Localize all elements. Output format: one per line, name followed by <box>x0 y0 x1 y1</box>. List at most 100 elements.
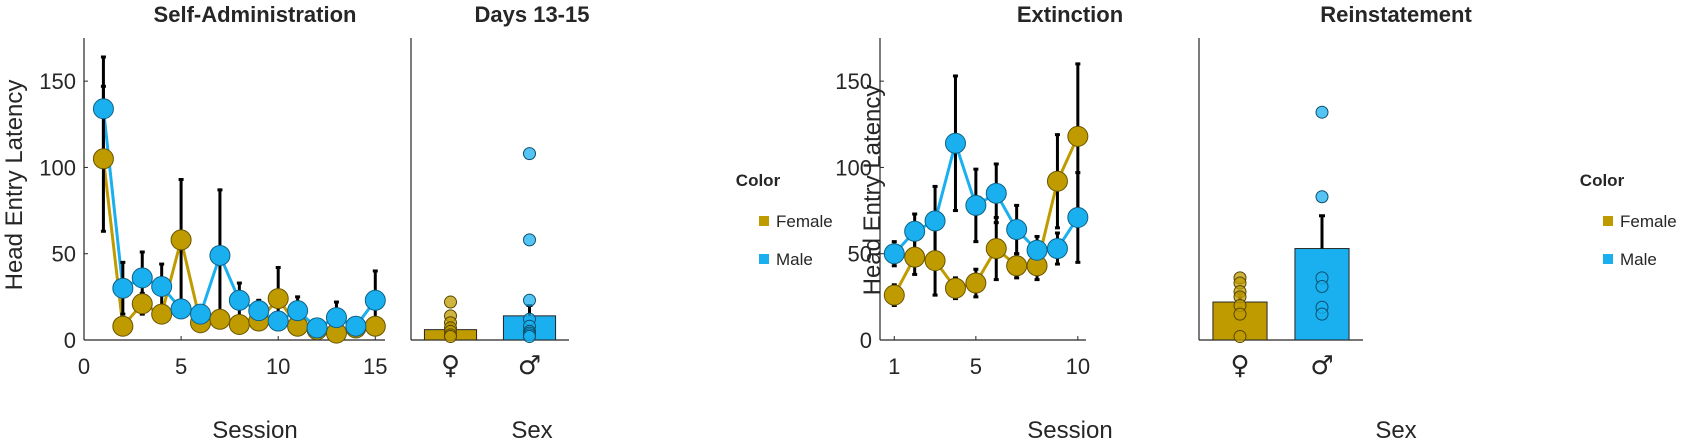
panel4-male-individual-point <box>1315 190 1329 204</box>
panel-title-extinction: Extinction <box>1017 2 1123 27</box>
panel3-xtick-label: 10 <box>1066 354 1090 379</box>
panel3-ytick-label: 100 <box>835 155 872 180</box>
legend-1-swatch-male <box>759 254 769 264</box>
panel1-male-data-point <box>170 298 192 320</box>
panel2-male-individual-point <box>523 293 536 307</box>
panel1-male-data-point <box>325 307 347 329</box>
legend-1-label-female: Female <box>776 212 833 231</box>
panel3-female-data-point <box>944 277 966 299</box>
panel4-male-individual-point <box>1315 105 1329 119</box>
panel3-ytick-label: 150 <box>835 69 872 94</box>
panel3-xlabel: Session <box>1027 417 1112 444</box>
panel3-female-data-point <box>1046 170 1068 192</box>
panel4-female-category-label: ♀ <box>1230 351 1249 381</box>
panel3-female-data-point <box>1067 125 1089 147</box>
panel1-xtick-label: 10 <box>266 354 290 379</box>
legend-1-label-male: Male <box>776 250 813 269</box>
panel4-male-individual-point <box>1315 307 1329 321</box>
panel3-xtick-label: 5 <box>970 354 982 379</box>
panel2-female-individual-point <box>444 330 457 344</box>
panel1-xlabel: Session <box>212 417 297 444</box>
panel1-male-data-point <box>92 98 114 120</box>
panel1-xtick-label: 15 <box>363 354 387 379</box>
panel1-male-data-point <box>131 267 153 289</box>
panel3-male-data-point <box>1026 239 1048 261</box>
panel1-female-data-point <box>131 293 153 315</box>
panel3-female-series-line <box>892 135 1080 296</box>
panel1-female-data-point <box>151 303 173 325</box>
panel3-male-data-point <box>883 243 905 265</box>
panel1-male-data-point <box>190 303 212 325</box>
panel3-male-data-point <box>924 210 946 232</box>
panel4-male-individual-point <box>1315 280 1329 294</box>
legend-2-swatch-male <box>1603 254 1613 264</box>
legend-2: Color Female Male <box>1580 171 1677 269</box>
legend-1-swatch-female <box>759 216 769 226</box>
panel3-male-data-point <box>1067 206 1089 228</box>
panel3-male-data-point <box>904 220 926 242</box>
legend-2-title: Color <box>1580 171 1625 190</box>
panel1-male-data-point <box>209 244 231 266</box>
panel2-male-individual-point <box>523 233 536 247</box>
legend-2-swatch-female <box>1603 216 1613 226</box>
panel1-male-data-point <box>306 317 328 339</box>
panel1-female-data-point <box>112 315 134 337</box>
panel4-male-category-label: ♂ <box>1310 351 1333 381</box>
panel1-xtick-label: 0 <box>78 354 90 379</box>
panel1-female-data-point <box>364 315 386 337</box>
panel2-male-individual-point <box>523 330 536 344</box>
legend-1: Color Female Male <box>736 171 833 269</box>
panel1-male-data-point <box>267 310 289 332</box>
panel3-female-data-point <box>904 246 926 268</box>
legend-2-label-female: Female <box>1620 212 1677 231</box>
panel3-male-data-point <box>985 182 1007 204</box>
panel-title-reinstatement: Reinstatement <box>1320 2 1472 27</box>
panel1-female-data-point <box>267 288 289 310</box>
panel3-male-data-point <box>1006 219 1028 241</box>
panel4-female-individual-point <box>1233 330 1247 344</box>
panel1-ytick-label: 150 <box>39 69 76 94</box>
panel4-female-individual-point <box>1233 307 1247 321</box>
panel4-male-bar <box>1294 248 1350 341</box>
panel1-female-data-point <box>170 229 192 251</box>
panel3-male-data-point <box>1046 238 1068 260</box>
panel4-xlabel: Sex <box>1375 417 1416 444</box>
panel1-male-data-point <box>287 300 309 322</box>
panel2-male-individual-point <box>523 147 536 161</box>
panel1-female-data-point <box>92 148 114 170</box>
panel1-male-data-point <box>228 289 250 311</box>
panel3-female-data-point <box>985 238 1007 260</box>
panel3-male-data-point <box>965 194 987 216</box>
panel3-male-data-point <box>944 132 966 154</box>
panel1-male-data-point <box>151 276 173 298</box>
panel1-ytick-label: 50 <box>52 242 76 267</box>
panel3-female-data-point <box>924 250 946 272</box>
panel2-female-individual-point <box>444 295 457 309</box>
panel1-male-data-point <box>345 315 367 337</box>
panel1-female-data-point <box>228 313 250 335</box>
panel1-male-data-point <box>364 289 386 311</box>
panel3-ytick-label: 0 <box>860 328 872 353</box>
panel1-ytick-label: 0 <box>64 328 76 353</box>
legend-1-title: Color <box>736 171 781 190</box>
panel3-female-data-point <box>965 272 987 294</box>
panel3-xtick-label: 1 <box>888 354 900 379</box>
panel1-male-data-point <box>248 300 270 322</box>
panel2-male-category-label: ♂ <box>518 351 541 381</box>
panel1-xtick-label: 5 <box>175 354 187 379</box>
panel3-ylabel: Head Entry Latency <box>859 85 886 296</box>
panel1-female-data-point <box>209 308 231 330</box>
panel-title-days-13-15: Days 13-15 <box>475 2 590 27</box>
panel1-ytick-label: 100 <box>39 155 76 180</box>
panel3-ytick-label: 50 <box>848 242 872 267</box>
panel-title-self-administration: Self-Administration <box>154 2 357 27</box>
panel3-female-data-point <box>1006 255 1028 277</box>
panel1-male-data-point <box>112 277 134 299</box>
panel3-female-data-point <box>883 284 905 306</box>
panel2-xlabel: Sex <box>511 417 552 444</box>
panel2-female-category-label: ♀ <box>441 351 460 381</box>
panel1-ylabel: Head Entry Latency <box>1 80 28 291</box>
legend-2-label-male: Male <box>1620 250 1657 269</box>
